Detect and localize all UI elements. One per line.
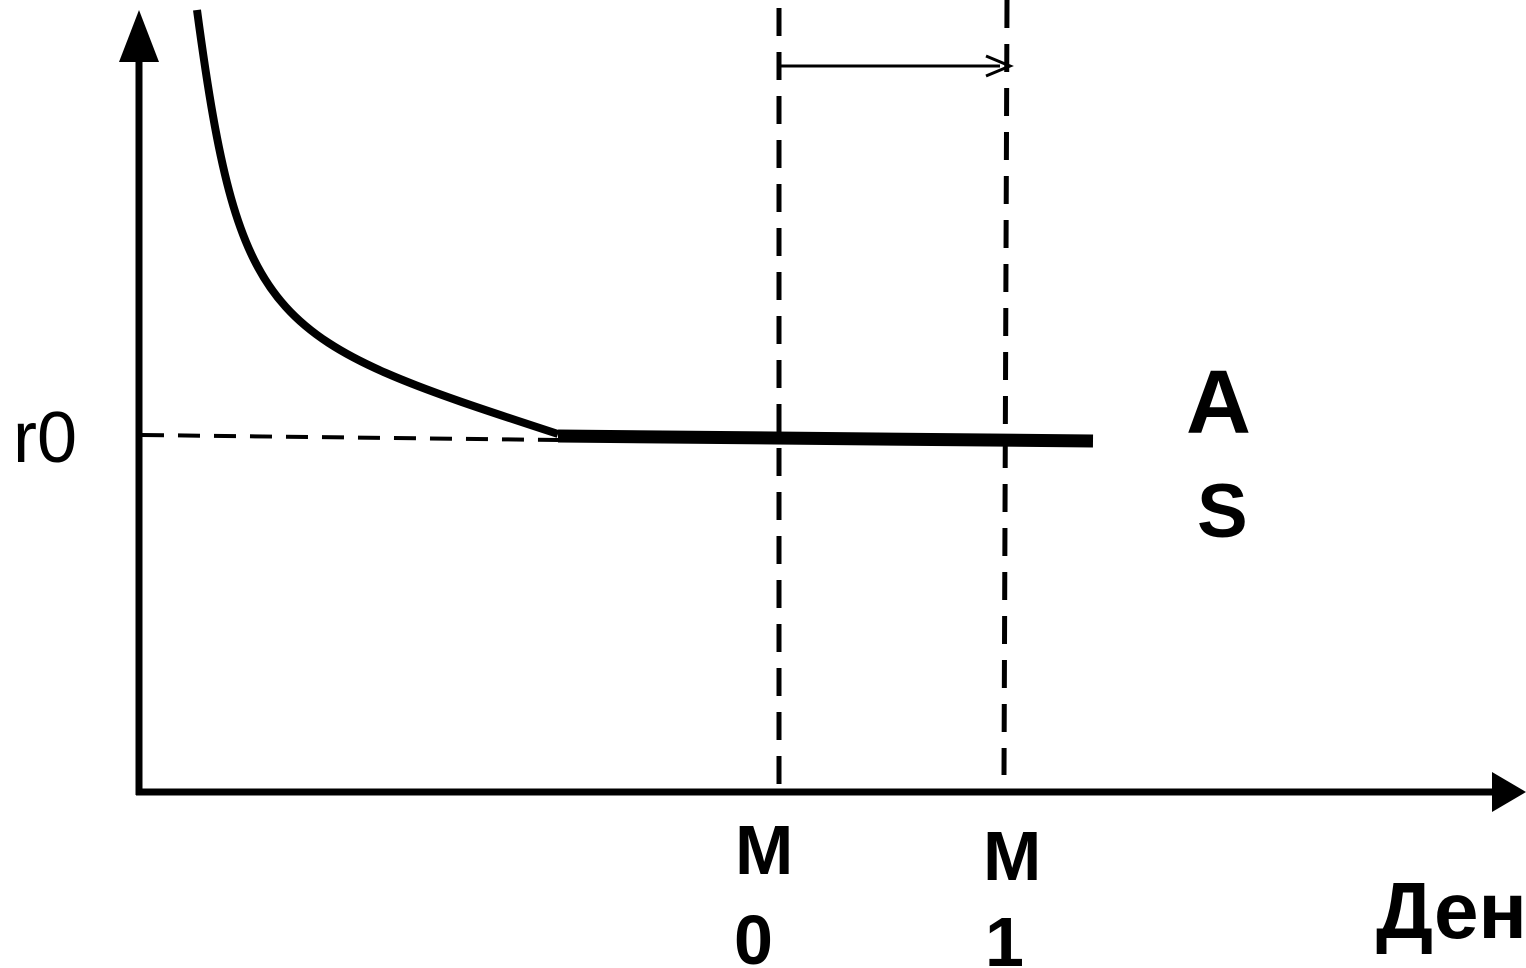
y-axis-arrowhead xyxy=(119,10,159,62)
x-axis-arrowhead xyxy=(1492,772,1526,812)
r0-guide-line xyxy=(141,433,559,442)
m0-label-letter: M xyxy=(735,811,793,889)
money-demand-curve xyxy=(193,9,560,438)
m0-label-subscript: 0 xyxy=(734,901,773,968)
curve-label-s: S xyxy=(1197,469,1248,554)
m1-label-letter: M xyxy=(983,817,1041,895)
m1-label-subscript: 1 xyxy=(985,903,1024,968)
curve-label-a: A xyxy=(1186,353,1251,453)
shift-arrow-head xyxy=(985,54,1014,78)
x-axis-label: Ден xyxy=(1376,866,1526,955)
r0-label: r0 xyxy=(13,398,77,478)
liquidity-trap-segment xyxy=(557,429,1094,448)
m1-vertical-line xyxy=(1001,0,1010,776)
